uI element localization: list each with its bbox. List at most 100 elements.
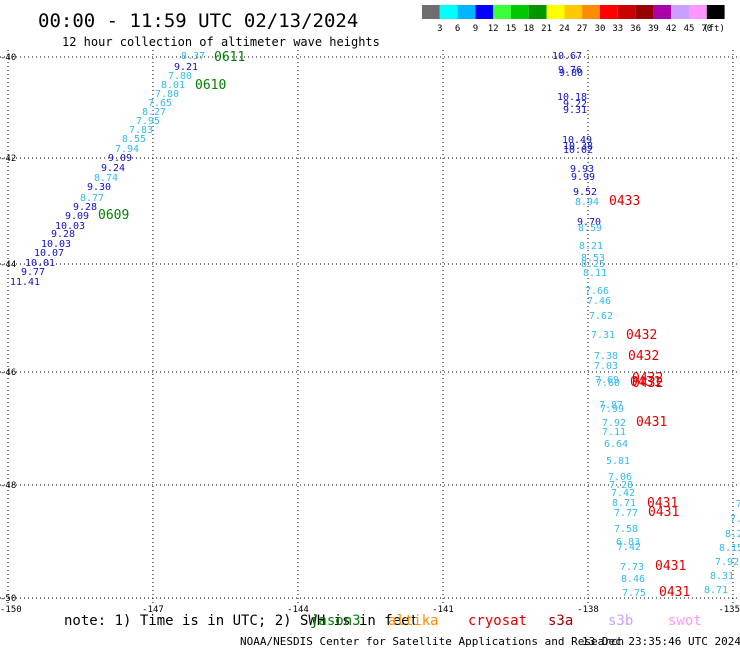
legend-label: 36 <box>630 24 641 34</box>
longitude-tick-label: -135 <box>718 605 740 615</box>
legend-swatch <box>493 5 511 19</box>
latitude-tick-label: -50 <box>0 594 16 604</box>
wave-height-label: 10.18 <box>557 92 587 103</box>
wave-height-label: 8.15 <box>719 543 740 554</box>
wave-height-label: 7.87 <box>599 400 623 411</box>
wave-height-label: 7.69 <box>595 375 619 386</box>
legend-label: 39 <box>648 24 659 34</box>
pass-time-label: 0610 <box>195 78 226 93</box>
legend-label: 27 <box>577 24 588 34</box>
latitude-tick-label: -46 <box>0 368 16 378</box>
page-subtitle: 12 hour collection of altimeter wave hei… <box>62 35 380 49</box>
wave-height-label: 9.99 <box>571 172 595 183</box>
wave-height-label: 7.46 <box>587 296 611 307</box>
pass-time-label: 0432 <box>632 371 663 386</box>
wave-height-label: 7.11 <box>602 427 626 438</box>
wave-height-label: 10.67 <box>552 51 582 62</box>
pass-time-labels: 0611061006090433043204320432043204310431… <box>98 50 690 600</box>
wave-height-label: 7.77 <box>614 508 638 519</box>
wave-height-label: 8.46 <box>621 574 645 585</box>
wave-height-label: 8.55 <box>122 134 146 145</box>
pass-time-label: 0611 <box>214 50 245 65</box>
wave-height-label: 10.07 <box>34 248 64 259</box>
page-title: 00:00 - 11:59 UTC 02/13/2024 <box>38 10 358 32</box>
satellite-name: jason3 <box>310 613 361 629</box>
longitude-axis: -150 -147 -144 -141 -138 -135 <box>0 605 740 615</box>
map-grid <box>0 50 740 605</box>
wave-height-label: 7.75 <box>622 588 646 599</box>
wave-height-label: 9.22 <box>563 99 587 110</box>
latitude-tick-label: -40 <box>0 53 16 63</box>
pass-time-label: 0431 <box>630 375 661 390</box>
wave-height-label: 9.28 <box>73 202 97 213</box>
wave-height-label: 7.42 <box>617 542 641 553</box>
latitude-tick-label: -42 <box>0 154 16 164</box>
longitude-tick-label: -144 <box>287 605 309 615</box>
wave-height-label: 8.59 <box>578 223 602 234</box>
wave-height-label: 7.73 <box>620 562 644 573</box>
wave-height-label: 7.92 <box>715 557 739 568</box>
wave-height-label: 9.77 <box>21 267 45 278</box>
wave-height-label: 7.03 <box>594 361 618 372</box>
wave-height-label: 7.83 <box>129 125 153 136</box>
wave-height-label: 8.53 <box>581 253 605 264</box>
wave-height-label: 7.94 <box>115 144 139 155</box>
wave-height-label: 6.64 <box>604 439 628 450</box>
wave-height-label: 7.58 <box>614 524 638 535</box>
legend-swatch <box>528 5 547 19</box>
wave-height-label: 9.76 <box>558 65 582 76</box>
wave-height-label: 7.80 <box>168 71 192 82</box>
longitude-tick-label: -147 <box>142 605 164 615</box>
wave-height-label: 8.37 <box>181 51 205 62</box>
legend-swatch <box>582 5 600 19</box>
wave-height-label: 9.30 <box>87 182 111 193</box>
legend-swatch <box>653 5 672 19</box>
wave-height-label: 11.41 <box>10 277 40 288</box>
legend-swatch <box>706 5 725 19</box>
legend-swatch <box>564 5 583 19</box>
wave-height-label: 7.06 <box>608 472 632 483</box>
legend-label: 18 <box>523 24 534 34</box>
wave-height-label: 10.49 <box>562 135 592 146</box>
wave-height-label: 8.11 <box>583 268 607 279</box>
wave-height-label: 8.27 <box>142 107 166 118</box>
wave-height-tracks: 8.379.217.808.017.807.658.277.957.838.55… <box>10 51 740 599</box>
wave-height-label: 8.94 <box>575 197 599 208</box>
legend-swatch <box>600 5 618 19</box>
wave-height-label: 9.21 <box>174 62 198 73</box>
legend-swatch <box>439 5 458 19</box>
wave-height-label: 9.31 <box>563 105 587 116</box>
wave-height-label: 7. <box>730 514 740 525</box>
wave-height-label: 7.65 <box>148 98 172 109</box>
wave-height-label: 9.09 <box>108 153 132 164</box>
legend-swatch <box>635 5 654 19</box>
legend-label: 24 <box>559 24 570 34</box>
wave-height-label: 7.92 <box>602 418 626 429</box>
legend-swatch <box>617 5 636 19</box>
latitude-tick-label: -44 <box>0 260 16 270</box>
satellite-name: s3b <box>608 613 633 629</box>
pass-time-label: 0431 <box>648 505 679 520</box>
legend-label: 33 <box>612 24 623 34</box>
wave-height-label: 9.80 <box>559 68 583 79</box>
latitude-tick-label: -48 <box>0 481 16 491</box>
wave-height-label: 8.01 <box>161 80 185 91</box>
wave-height-label: 9.09 <box>65 211 89 222</box>
credit-text: NOAA/NESDIS Center for Satellite Applica… <box>240 635 624 648</box>
longitude-tick-label: -141 <box>432 605 454 615</box>
wave-height-label: 7.38 <box>594 351 618 362</box>
wave-height-label: 9.28 <box>51 229 75 240</box>
wave-height-label: 8.31 <box>710 571 734 582</box>
note-text: note: 1) Time is in UTC; 2) SWH is in fe… <box>64 613 418 629</box>
satellite-name: altika <box>388 613 439 629</box>
legend-label: 21 <box>541 24 552 34</box>
wave-height-label: 5.81 <box>606 456 630 467</box>
wave-height-label: 7.80 <box>155 89 179 100</box>
wave-height-label: 9.93 <box>570 164 594 175</box>
pass-time-label: 0432 <box>628 349 659 364</box>
legend-swatch <box>422 5 440 19</box>
legend-label: 12 <box>488 24 499 34</box>
wave-height-label: 9.24 <box>101 163 125 174</box>
wave-height-label: 6.83 <box>616 537 640 548</box>
wave-height-label: 8.25 <box>581 259 605 270</box>
